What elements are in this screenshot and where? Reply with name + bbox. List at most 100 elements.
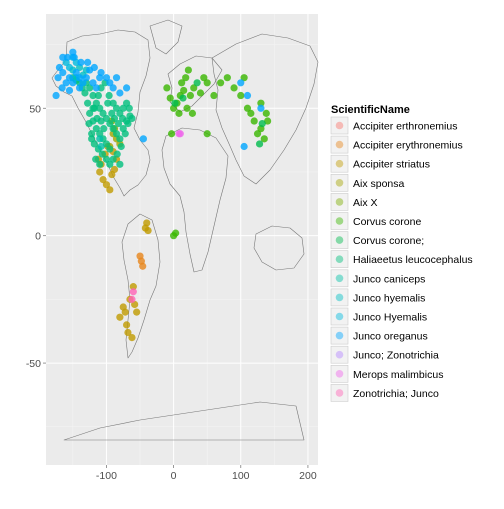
data-point xyxy=(190,84,198,92)
data-point xyxy=(186,91,194,100)
data-point xyxy=(96,130,104,138)
data-point xyxy=(62,79,70,87)
legend-key-dot xyxy=(335,198,344,206)
data-point xyxy=(139,135,147,143)
data-point xyxy=(86,84,94,92)
legend-key xyxy=(330,269,349,288)
data-point xyxy=(196,89,205,97)
legend-key-dot xyxy=(335,159,344,168)
legend-key-dot xyxy=(335,140,344,149)
data-point xyxy=(106,160,114,168)
data-point xyxy=(109,155,117,163)
data-point xyxy=(102,74,111,82)
data-point xyxy=(183,104,191,112)
legend-label: Aix X xyxy=(353,197,378,209)
data-point xyxy=(124,328,132,337)
data-point xyxy=(264,117,272,125)
data-point xyxy=(92,155,100,163)
data-point xyxy=(116,313,124,321)
data-point xyxy=(58,84,66,92)
legend-key-dot xyxy=(335,179,344,187)
data-point xyxy=(98,150,107,158)
data-point xyxy=(237,91,245,100)
data-point xyxy=(89,79,97,87)
data-point xyxy=(171,99,179,107)
data-point xyxy=(65,74,74,82)
data-point xyxy=(99,109,107,117)
data-point xyxy=(119,104,127,112)
data-point xyxy=(89,91,97,100)
data-point xyxy=(243,91,252,100)
data-point xyxy=(116,160,124,168)
data-point xyxy=(128,333,136,342)
data-point xyxy=(124,119,132,128)
legend-key-dot xyxy=(335,274,344,283)
data-point xyxy=(163,84,171,92)
data-points xyxy=(52,48,272,342)
data-point xyxy=(96,135,104,143)
data-point xyxy=(97,69,105,77)
data-point xyxy=(109,99,117,107)
data-point xyxy=(85,119,93,128)
legend-label: Junco oreganus xyxy=(353,331,428,343)
legend-key-dot xyxy=(335,121,344,130)
data-point xyxy=(88,130,96,138)
data-point xyxy=(90,63,98,72)
data-point xyxy=(116,135,124,143)
data-point xyxy=(182,74,190,82)
data-point xyxy=(52,91,60,100)
data-point xyxy=(247,109,255,117)
north-america-outline xyxy=(51,29,151,197)
legend-key xyxy=(330,135,349,154)
data-point xyxy=(59,69,67,77)
data-point xyxy=(106,79,114,87)
data-point xyxy=(65,63,74,72)
data-point xyxy=(128,114,136,123)
legend-key xyxy=(330,212,349,230)
legend-label: Junco; Zonotrichia xyxy=(353,350,439,362)
data-point xyxy=(75,74,84,82)
data-point xyxy=(172,229,180,237)
data-point xyxy=(96,160,104,168)
data-point xyxy=(112,130,121,138)
legend-label: Haliaeetus leucocephalus xyxy=(353,254,473,266)
legend-label: Accipiter striatus xyxy=(353,159,430,171)
y-tick-label: -50 xyxy=(26,358,41,370)
data-point xyxy=(88,135,96,143)
legend-label: Accipiter erthronemius xyxy=(353,121,457,133)
legend-key xyxy=(330,193,349,211)
data-point xyxy=(110,114,119,123)
data-point xyxy=(99,176,107,184)
data-point xyxy=(93,114,101,123)
data-point xyxy=(255,140,264,148)
legend-key xyxy=(330,345,349,364)
data-point xyxy=(92,125,100,133)
data-point xyxy=(257,104,265,112)
x-tick-label: 200 xyxy=(299,470,317,482)
data-point xyxy=(210,91,218,100)
x-tick-label: -100 xyxy=(96,470,117,482)
legend-label: Aix sponsa xyxy=(353,178,405,190)
grid-lines xyxy=(46,14,318,465)
data-point xyxy=(82,74,90,82)
data-point xyxy=(122,321,131,329)
data-point xyxy=(109,125,117,133)
legend-key-dot xyxy=(335,389,344,397)
legend-label: Zonotrichia; Junco xyxy=(353,388,439,400)
x-tick-label: 0 xyxy=(171,470,177,482)
data-point xyxy=(102,155,111,163)
data-point xyxy=(167,130,176,138)
south-america-outline xyxy=(121,213,161,359)
data-point xyxy=(258,119,266,128)
greenland-outline xyxy=(149,19,183,55)
data-point xyxy=(193,79,201,87)
legend-key xyxy=(330,364,349,383)
data-point xyxy=(176,130,184,138)
data-point xyxy=(106,186,114,194)
legend-key-dot xyxy=(335,350,344,359)
data-point xyxy=(129,283,137,291)
legend-title: ScientificName xyxy=(331,104,410,116)
legend-key xyxy=(330,116,349,135)
data-point xyxy=(118,114,127,123)
